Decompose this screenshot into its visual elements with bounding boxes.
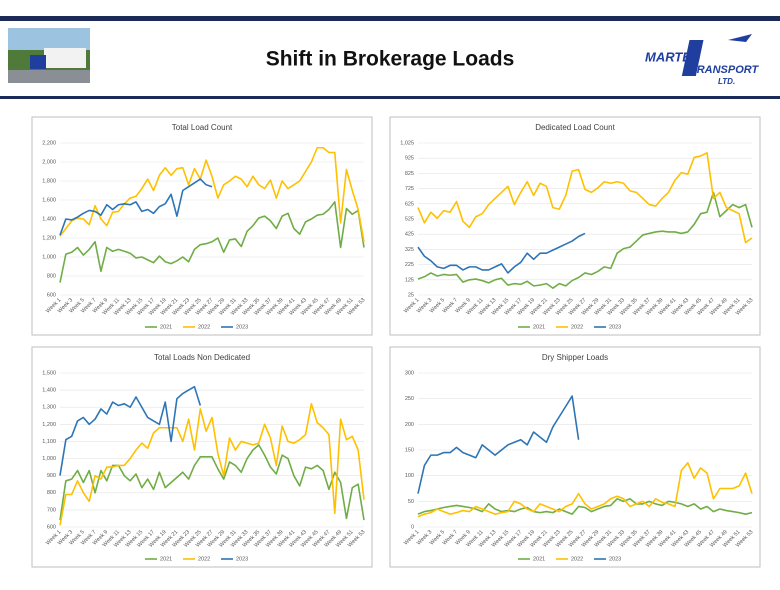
y-tick-label: 25: [408, 292, 414, 298]
legend-label: 2021: [160, 324, 172, 330]
chart-title: Dedicated Load Count: [535, 123, 615, 132]
y-tick-label: 1,600: [42, 197, 56, 203]
y-tick-label: 1,000: [42, 456, 56, 462]
y-tick-label: 1,000: [42, 254, 56, 260]
data-line: [417, 232, 586, 274]
data-line: [417, 395, 580, 494]
y-tick-label: 200: [405, 422, 414, 428]
y-tick-label: 300: [405, 370, 414, 376]
logo-text: TRANSPORT: [690, 64, 760, 76]
y-tick-label: 900: [47, 473, 56, 479]
y-tick-label: 1,025: [400, 140, 414, 146]
slide-title: Shift in Brokerage Loads: [266, 48, 515, 71]
y-tick-label: 800: [47, 490, 56, 496]
data-line: [59, 178, 213, 236]
chart-panel: [389, 346, 761, 568]
logo-plane: [728, 34, 752, 42]
legend-label: 2021: [533, 556, 545, 562]
y-tick-label: 1,800: [42, 178, 56, 184]
y-tick-label: 1,100: [42, 439, 56, 445]
trailer: [44, 48, 86, 68]
y-tick-label: 100: [405, 473, 414, 479]
data-line: [417, 191, 753, 289]
y-tick-label: 700: [47, 507, 56, 513]
y-tick-label: 1,500: [42, 370, 56, 376]
data-line: [59, 444, 365, 521]
data-line: [59, 385, 202, 476]
y-tick-label: 625: [405, 201, 414, 207]
y-tick-label: 600: [47, 292, 56, 298]
y-tick-label: 1,200: [42, 235, 56, 241]
chart-title: Dry Shipper Loads: [542, 353, 608, 362]
y-tick-label: 125: [405, 277, 414, 283]
logo: MARTEN TRANSPORT LTD.: [645, 34, 760, 86]
legend-label: 2021: [533, 324, 545, 330]
y-tick-label: 725: [405, 186, 414, 192]
y-tick-label: 425: [405, 232, 414, 238]
legend-label: 2021: [160, 556, 172, 562]
chart-title: Total Load Count: [172, 123, 233, 132]
truck-photo: [8, 28, 90, 83]
cab: [30, 55, 46, 69]
y-tick-label: 2,000: [42, 159, 56, 165]
data-line: [59, 201, 365, 283]
y-tick-label: 825: [405, 171, 414, 177]
top-rule: [0, 16, 780, 21]
legend-label: 2022: [198, 556, 210, 562]
y-tick-label: 1,400: [42, 388, 56, 394]
y-tick-label: 600: [47, 524, 56, 530]
chart-title: Total Loads Non Dedicated: [154, 353, 250, 362]
y-tick-label: 2,200: [42, 140, 56, 146]
legend-label: 2022: [198, 324, 210, 330]
y-tick-label: 1,200: [42, 422, 56, 428]
legend-label: 2023: [236, 556, 248, 562]
y-tick-label: 525: [405, 216, 414, 222]
legend-label: 2022: [571, 556, 583, 562]
data-line: [417, 152, 753, 244]
y-tick-label: 1,300: [42, 405, 56, 411]
data-line: [59, 403, 365, 526]
legend-label: 2023: [609, 324, 621, 330]
y-tick-label: 150: [405, 447, 414, 453]
header-rule: [0, 96, 780, 99]
legend-label: 2023: [609, 556, 621, 562]
y-tick-label: 925: [405, 156, 414, 162]
legend-label: 2023: [236, 324, 248, 330]
y-tick-label: 800: [47, 273, 56, 279]
logo-mark: [681, 40, 704, 76]
y-tick-label: 1,400: [42, 216, 56, 222]
y-tick-label: 250: [405, 396, 414, 402]
data-line: [417, 462, 753, 518]
logo-text: LTD.: [718, 77, 735, 86]
legend-label: 2022: [571, 324, 583, 330]
y-tick-label: 325: [405, 247, 414, 253]
y-tick-label: 225: [405, 262, 414, 268]
chart-panel: [389, 116, 761, 336]
data-line: [59, 146, 365, 242]
y-tick-label: 50: [408, 499, 414, 505]
road: [8, 70, 90, 83]
y-tick-label: 0: [411, 524, 414, 530]
